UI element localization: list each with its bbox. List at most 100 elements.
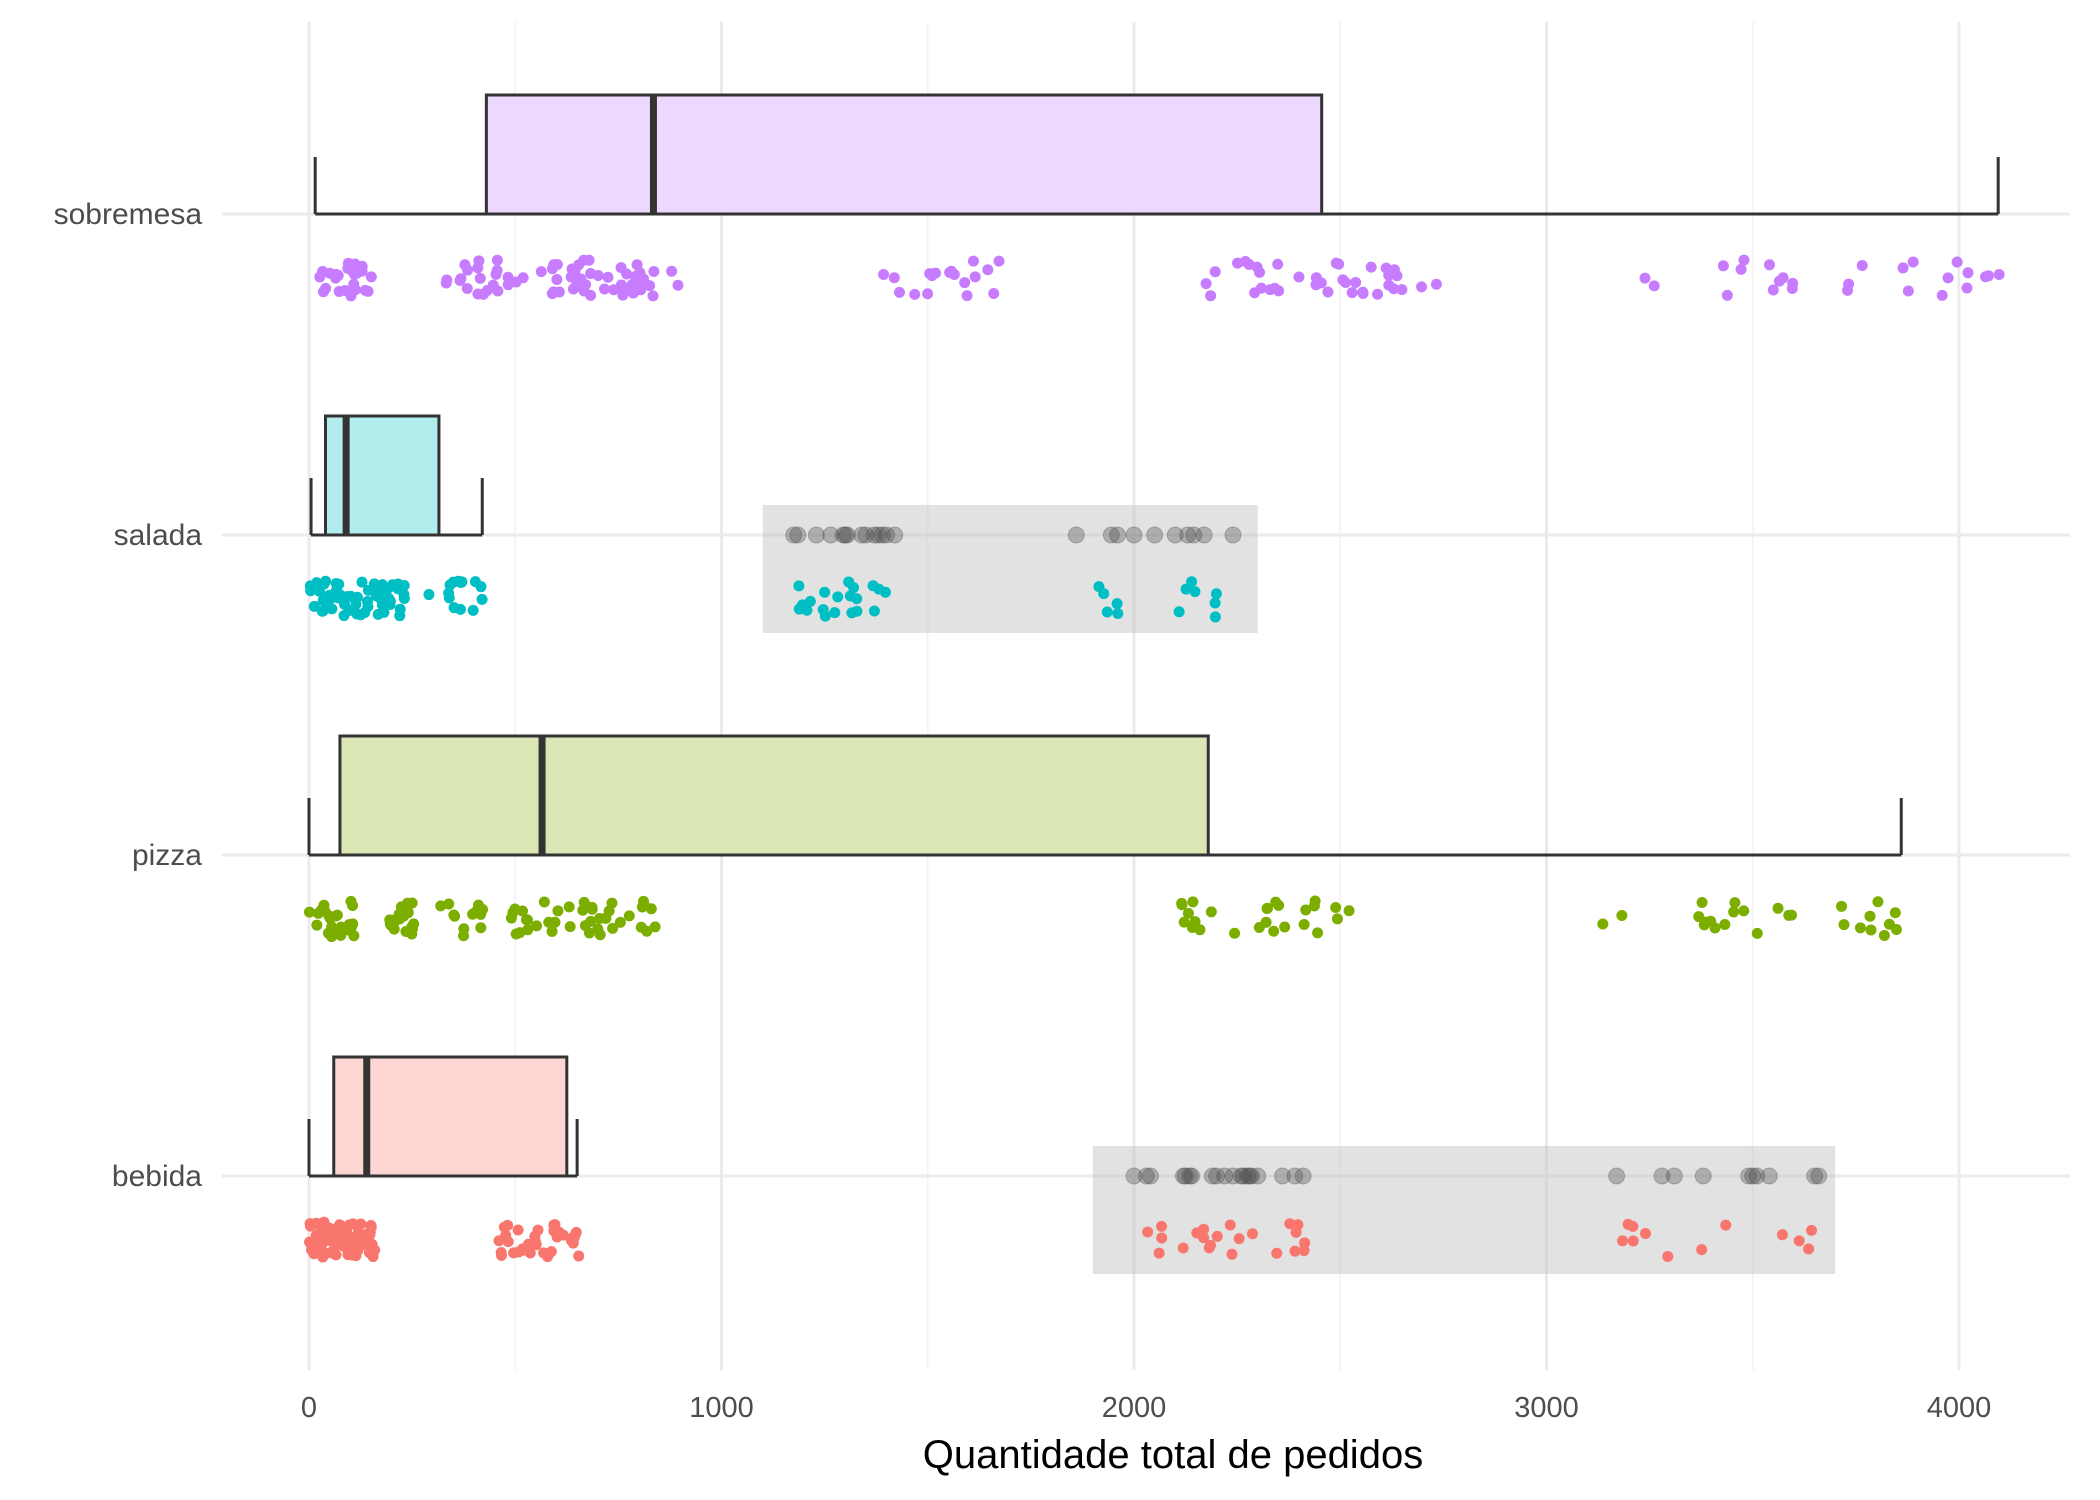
- highlight-point: [1810, 1167, 1828, 1185]
- data-point: [365, 1220, 377, 1232]
- highlight-point: [1216, 1167, 1234, 1185]
- data-point: [1204, 1239, 1216, 1251]
- data-point: [1229, 927, 1241, 939]
- data-point: [435, 900, 447, 912]
- points-pizza: [303, 895, 1902, 943]
- data-point: [1696, 1244, 1708, 1256]
- data-point: [575, 273, 587, 285]
- highlight-point: [789, 526, 807, 544]
- data-point: [444, 579, 456, 591]
- data-point: [467, 908, 479, 920]
- data-point: [1383, 269, 1395, 281]
- data-point: [565, 271, 577, 283]
- data-point: [1337, 274, 1349, 286]
- highlight-point: [1067, 526, 1085, 544]
- data-point: [922, 288, 934, 300]
- data-point: [1738, 254, 1750, 266]
- data-point: [551, 274, 563, 286]
- y-tick-label: pizza: [132, 839, 202, 872]
- highlight-point: [1183, 1167, 1201, 1185]
- data-point: [551, 258, 563, 270]
- data-point: [1962, 267, 1974, 279]
- data-point: [647, 290, 659, 302]
- data-point: [557, 1229, 569, 1241]
- data-point: [1793, 1235, 1805, 1247]
- highlight-point: [1241, 1167, 1258, 1185]
- data-point: [347, 899, 359, 911]
- data-point: [1865, 924, 1877, 936]
- highlight-point: [1665, 1167, 1683, 1185]
- data-point: [341, 590, 353, 602]
- data-point: [648, 266, 660, 278]
- data-point: [1205, 290, 1217, 302]
- data-point: [1111, 598, 1123, 610]
- highlight-point: [853, 526, 871, 544]
- data-point: [1211, 1230, 1223, 1242]
- data-point: [1251, 261, 1263, 273]
- data-point: [330, 577, 342, 589]
- data-point: [317, 265, 329, 277]
- data-point: [1142, 1226, 1154, 1238]
- x-tick-label: 3000: [1514, 1392, 1579, 1424]
- data-point: [365, 271, 377, 283]
- data-point: [1735, 263, 1747, 275]
- data-point: [1982, 270, 1994, 282]
- highlight-point: [1748, 1167, 1766, 1185]
- highlight-point: [1232, 1167, 1250, 1185]
- highlight-point: [836, 526, 854, 544]
- data-point: [1187, 896, 1199, 908]
- data-point: [1224, 1219, 1236, 1231]
- data-point: [339, 284, 351, 296]
- data-point: [598, 283, 610, 295]
- data-point: [1388, 283, 1400, 295]
- data-point: [1289, 1245, 1301, 1257]
- data-point: [672, 279, 684, 291]
- data-point: [1300, 904, 1312, 916]
- data-point: [398, 589, 410, 601]
- data-point: [1786, 909, 1798, 921]
- box-plots: [307, 93, 2000, 1178]
- data-point: [462, 264, 474, 276]
- data-point: [585, 915, 597, 927]
- data-point: [1343, 905, 1355, 917]
- boxplot-pizza: [307, 734, 1903, 857]
- data-point: [1842, 284, 1854, 296]
- data-point: [348, 930, 360, 942]
- box-iqr: [338, 734, 1210, 857]
- data-point: [1662, 1251, 1674, 1263]
- data-point: [310, 1229, 322, 1241]
- data-point: [1951, 256, 1963, 268]
- data-point: [1246, 1228, 1258, 1240]
- data-point: [1856, 260, 1868, 272]
- data-point: [959, 277, 971, 289]
- data-point: [507, 907, 519, 919]
- data-point: [1209, 266, 1221, 278]
- highlight-point: [1181, 1167, 1199, 1185]
- data-point: [649, 921, 661, 933]
- highlight-point: [1224, 526, 1242, 544]
- data-point: [342, 1244, 354, 1256]
- highlight-point: [878, 526, 895, 544]
- data-point: [1312, 927, 1324, 939]
- boxplot-salada: [309, 414, 484, 537]
- data-point: [1273, 285, 1285, 297]
- data-point: [1902, 285, 1914, 297]
- y-tick-label: sobremesa: [54, 198, 203, 231]
- data-point: [1616, 910, 1628, 922]
- data-point: [363, 1234, 375, 1246]
- data-point: [606, 897, 618, 909]
- data-point: [1738, 905, 1750, 917]
- data-point: [362, 584, 374, 596]
- data-point: [308, 600, 320, 612]
- highlight-point: [1694, 1167, 1712, 1185]
- data-point: [440, 277, 452, 289]
- highlight-point: [869, 526, 887, 544]
- data-point: [347, 918, 359, 930]
- data-point: [469, 576, 481, 588]
- data-point: [514, 927, 526, 939]
- box-iqr: [332, 1055, 569, 1178]
- data-point: [496, 1249, 508, 1261]
- data-point: [1357, 287, 1369, 299]
- data-point: [454, 603, 466, 615]
